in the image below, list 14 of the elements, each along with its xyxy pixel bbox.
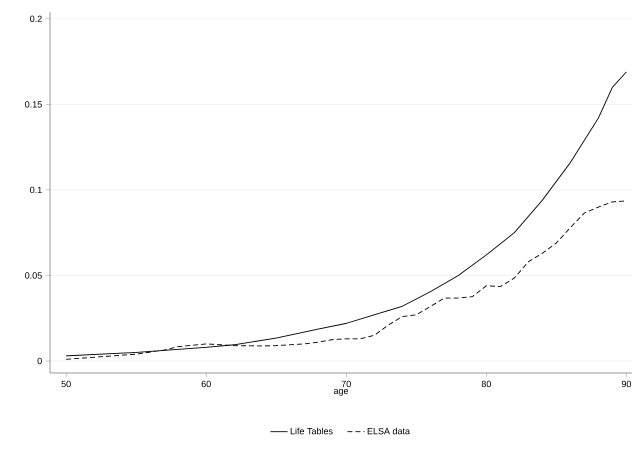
y-tick-label: 0	[38, 358, 42, 364]
y-tick-label: 0.1	[30, 186, 42, 194]
y-tick-label: 0.2	[30, 16, 42, 22]
y-tick-label: 0.05	[25, 272, 42, 279]
x-axis-title: age	[334, 389, 348, 396]
x-tick-label: 90	[622, 380, 632, 388]
x-tick-label: 80	[482, 380, 491, 388]
x-tick-label: 60	[202, 380, 211, 388]
legend-label: ELSA data	[368, 428, 410, 434]
x-tick-label: 70	[342, 380, 351, 388]
y-tick-label: 0.15	[25, 101, 42, 108]
line-series	[66, 71, 627, 356]
legend-label: Life Tables	[290, 428, 333, 434]
x-tick-label: 50	[61, 380, 71, 388]
